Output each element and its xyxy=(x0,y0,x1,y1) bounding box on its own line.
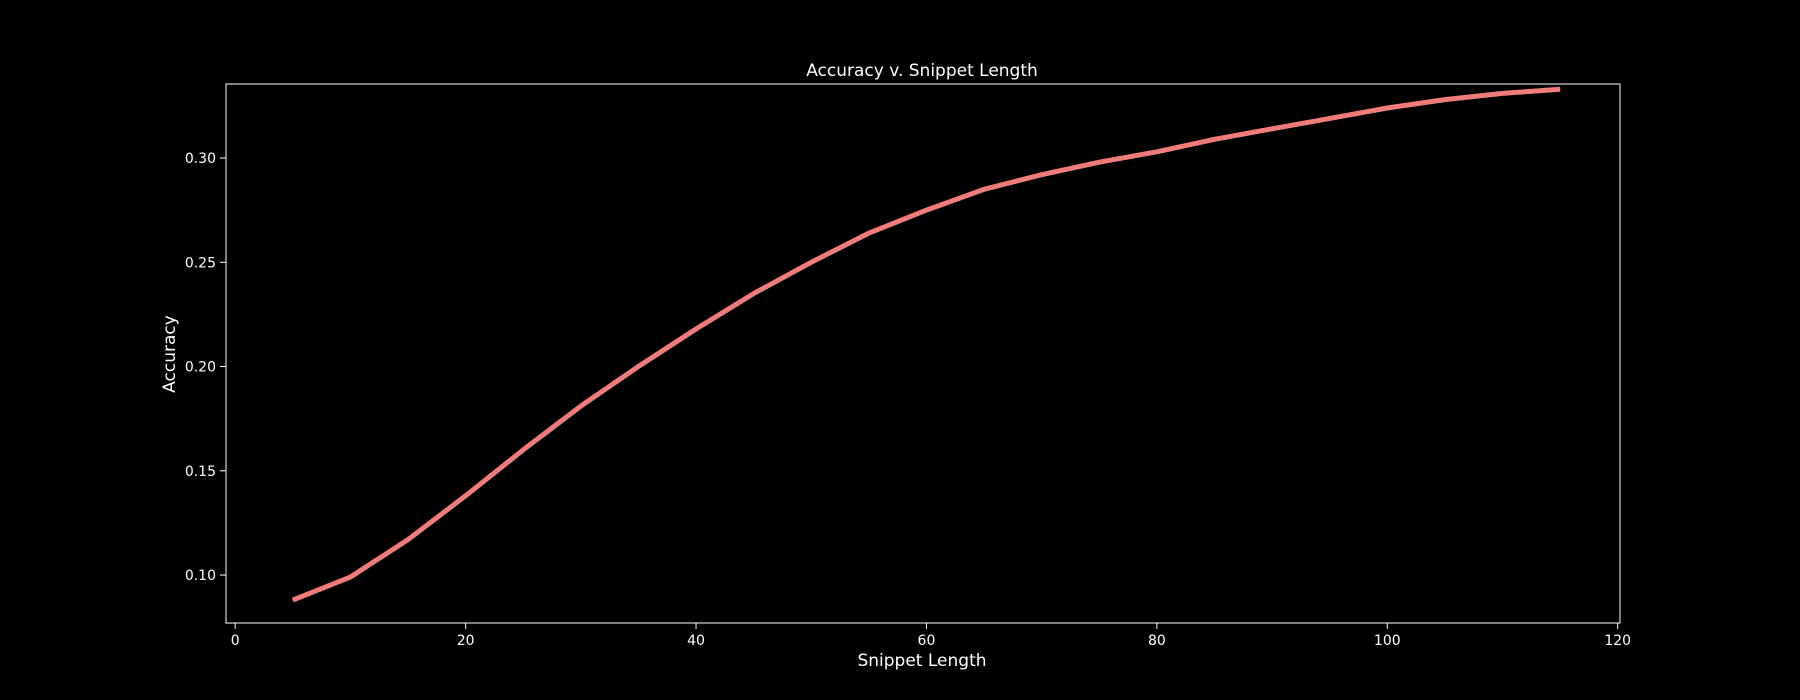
data-point xyxy=(868,232,870,234)
x-tick-label: 100 xyxy=(1374,633,1401,649)
data-point xyxy=(1501,92,1503,94)
data-point xyxy=(407,539,409,541)
y-axis-label: Accuracy xyxy=(160,315,180,393)
data-point xyxy=(1444,99,1446,101)
data-point xyxy=(292,599,294,601)
data-point xyxy=(695,328,697,330)
y-axis-ticks: 0.10 0.15 0.20 0.25 0.30 xyxy=(185,151,226,584)
x-tick-label: 80 xyxy=(1148,633,1166,649)
data-point xyxy=(1559,88,1561,90)
x-tick-label: 120 xyxy=(1604,633,1631,649)
plot-area-frame xyxy=(225,83,1621,624)
chart-title: Accuracy v. Snippet Length xyxy=(806,61,1038,81)
data-point xyxy=(580,405,582,407)
data-point xyxy=(983,188,985,190)
series-layer xyxy=(291,86,1561,603)
x-axis-label: Snippet Length xyxy=(857,651,986,671)
y-tick-label: 0.30 xyxy=(185,151,216,167)
y-tick-label: 0.15 xyxy=(185,464,216,480)
data-point xyxy=(1329,117,1331,119)
data-point xyxy=(349,576,351,578)
data-point xyxy=(465,495,467,497)
data-point xyxy=(925,209,927,211)
x-tick-label: 40 xyxy=(687,633,705,649)
x-tick-label: 60 xyxy=(918,633,936,649)
data-point xyxy=(1041,174,1043,176)
y-tick-label: 0.25 xyxy=(185,255,216,271)
data-point xyxy=(1156,151,1158,153)
data-point xyxy=(1098,161,1100,163)
y-tick-label: 0.20 xyxy=(185,360,216,376)
x-axis-ticks: 0 20 40 60 80 100 120 xyxy=(231,623,1631,649)
data-point xyxy=(637,366,639,368)
data-point xyxy=(810,261,812,263)
x-tick-label: 20 xyxy=(457,633,475,649)
data-point xyxy=(522,449,524,451)
y-tick-label: 0.10 xyxy=(185,568,216,584)
data-point xyxy=(1386,107,1388,109)
data-point xyxy=(1271,128,1273,130)
data-point xyxy=(753,293,755,295)
x-tick-label: 0 xyxy=(231,633,240,649)
data-point xyxy=(1213,138,1215,140)
